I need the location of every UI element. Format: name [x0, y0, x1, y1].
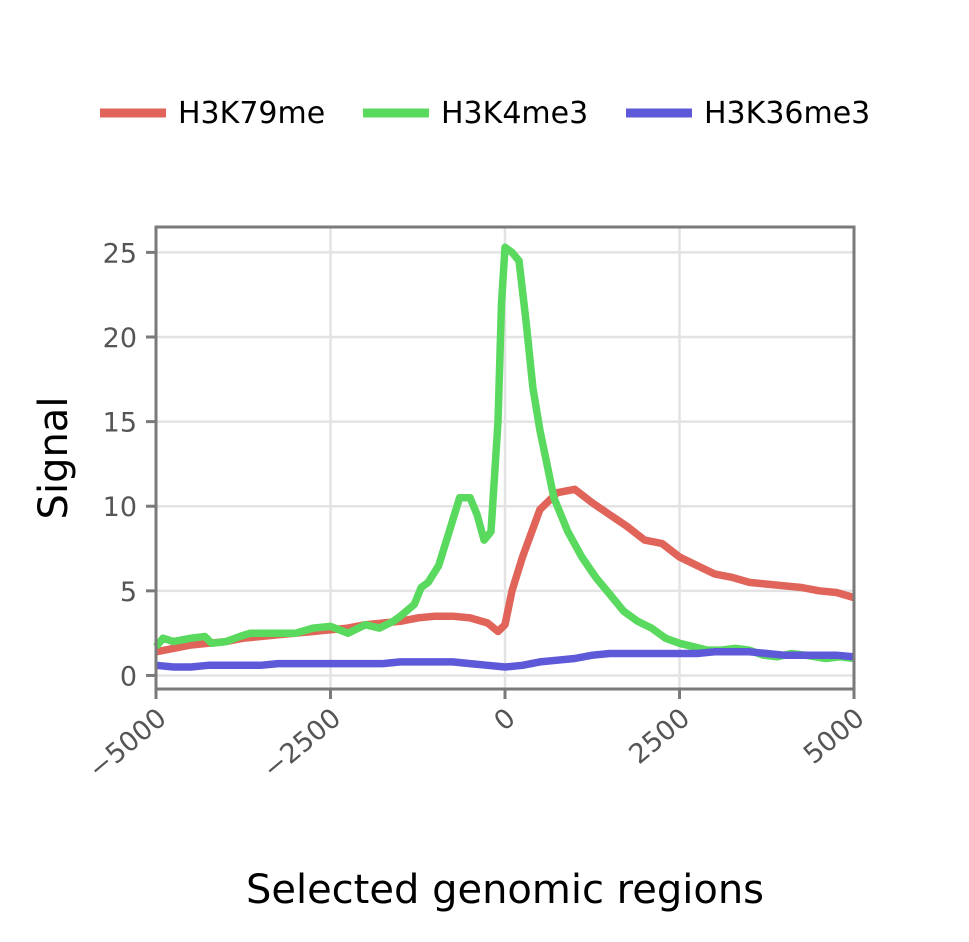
series-line-h3k36me3 [155, 648, 855, 671]
x-axis-title: Selected genomic regions [246, 867, 764, 913]
y-tick-label: 10 [103, 492, 137, 523]
y-tick-label: 0 [120, 661, 137, 692]
legend: H3K79me H3K4me3 H3K36me3 [100, 96, 870, 131]
x-tick-label: −2500 [257, 703, 347, 785]
y-tick-label: 5 [120, 577, 137, 608]
y-tick-label: 15 [103, 408, 137, 439]
x-tick-label: 0 [488, 703, 521, 738]
series-lines [153, 243, 856, 671]
legend-label-h3k36me3: H3K36me3 [704, 96, 870, 131]
y-tick-label: 25 [103, 238, 137, 269]
y-tick-label: 20 [103, 323, 137, 354]
y-axis-title: Signal [31, 397, 77, 520]
x-tick-label: 2500 [623, 703, 696, 771]
legend-label-h3k79me: H3K79me [178, 96, 325, 131]
legend-label-h3k4me3: H3K4me3 [441, 96, 588, 131]
x-tick-label: 5000 [798, 703, 871, 771]
x-tick-label: −5000 [83, 703, 173, 785]
